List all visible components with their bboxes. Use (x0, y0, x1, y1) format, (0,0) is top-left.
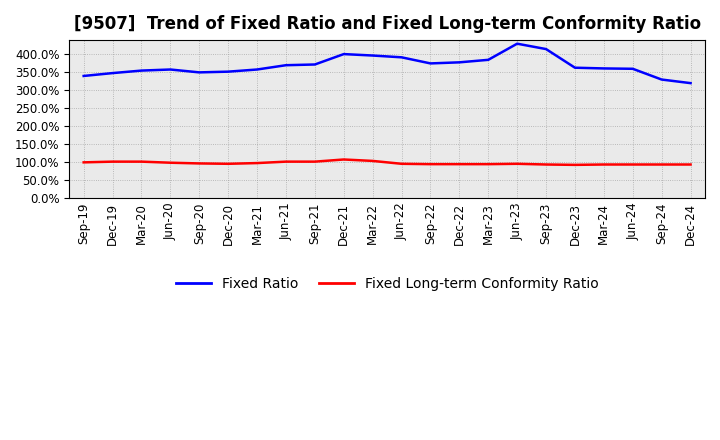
Fixed Long-term Conformity Ratio (224, 161, 233, 166)
Fixed Ratio (137, 68, 145, 73)
Fixed Long-term Conformity Ratio (195, 161, 204, 166)
Fixed Long-term Conformity Ratio (600, 162, 608, 167)
Fixed Ratio (397, 55, 406, 60)
Fixed Long-term Conformity Ratio (137, 159, 145, 164)
Fixed Ratio (541, 47, 550, 52)
Fixed Ratio (455, 60, 464, 65)
Fixed Ratio (571, 65, 580, 70)
Fixed Long-term Conformity Ratio (339, 157, 348, 162)
Fixed Long-term Conformity Ratio (79, 160, 88, 165)
Fixed Ratio (108, 70, 117, 76)
Fixed Ratio (195, 70, 204, 75)
Fixed Ratio (686, 81, 695, 86)
Legend: Fixed Ratio, Fixed Long-term Conformity Ratio: Fixed Ratio, Fixed Long-term Conformity … (170, 271, 604, 296)
Fixed Long-term Conformity Ratio (571, 162, 580, 168)
Fixed Long-term Conformity Ratio (657, 162, 666, 167)
Fixed Long-term Conformity Ratio (369, 158, 377, 164)
Fixed Long-term Conformity Ratio (282, 159, 290, 164)
Fixed Long-term Conformity Ratio (455, 161, 464, 167)
Fixed Ratio (79, 73, 88, 79)
Title: [9507]  Trend of Fixed Ratio and Fixed Long-term Conformity Ratio: [9507] Trend of Fixed Ratio and Fixed Lo… (73, 15, 701, 33)
Fixed Ratio (657, 77, 666, 82)
Line: Fixed Long-term Conformity Ratio: Fixed Long-term Conformity Ratio (84, 159, 690, 165)
Fixed Long-term Conformity Ratio (484, 161, 492, 167)
Fixed Long-term Conformity Ratio (310, 159, 319, 164)
Fixed Ratio (166, 67, 175, 72)
Fixed Long-term Conformity Ratio (253, 161, 261, 166)
Fixed Ratio (369, 53, 377, 58)
Fixed Ratio (513, 41, 521, 46)
Fixed Long-term Conformity Ratio (541, 162, 550, 167)
Fixed Long-term Conformity Ratio (397, 161, 406, 166)
Line: Fixed Ratio: Fixed Ratio (84, 44, 690, 83)
Fixed Long-term Conformity Ratio (513, 161, 521, 166)
Fixed Ratio (310, 62, 319, 67)
Fixed Long-term Conformity Ratio (426, 161, 435, 167)
Fixed Long-term Conformity Ratio (686, 162, 695, 167)
Fixed Ratio (629, 66, 637, 71)
Fixed Ratio (253, 67, 261, 72)
Fixed Ratio (339, 51, 348, 57)
Fixed Ratio (600, 66, 608, 71)
Fixed Long-term Conformity Ratio (166, 160, 175, 165)
Fixed Ratio (224, 69, 233, 74)
Fixed Long-term Conformity Ratio (108, 159, 117, 164)
Fixed Ratio (426, 61, 435, 66)
Fixed Ratio (484, 57, 492, 62)
Fixed Long-term Conformity Ratio (629, 162, 637, 167)
Fixed Ratio (282, 62, 290, 68)
